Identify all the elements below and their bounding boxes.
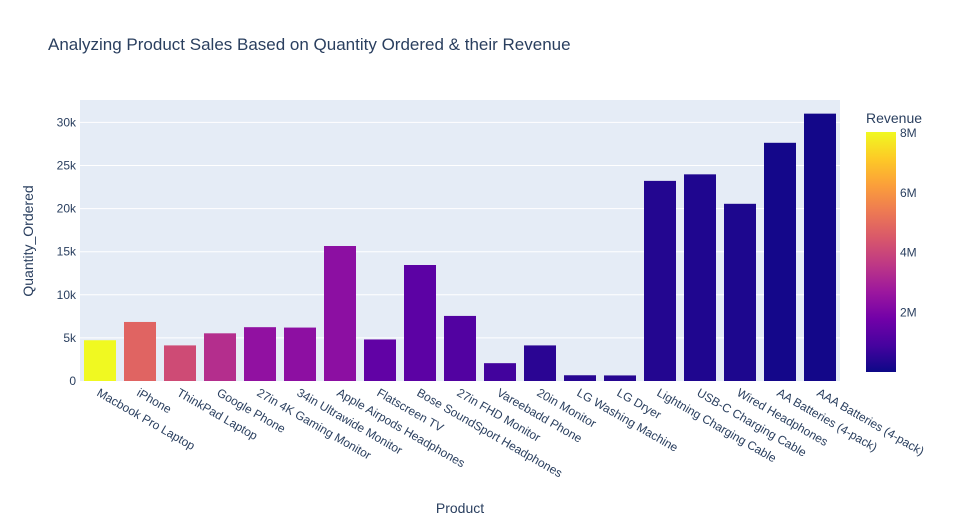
colorbar-tick-label: 2M — [900, 305, 917, 319]
y-tick-label: 20k — [57, 202, 77, 216]
colorbar-tick-label: 8M — [900, 126, 917, 140]
bar[interactable] — [284, 327, 316, 381]
bar[interactable] — [164, 345, 196, 381]
y-tick-label: 25k — [57, 159, 77, 173]
y-tick-label: 10k — [57, 288, 77, 302]
bar[interactable] — [484, 363, 516, 381]
bar[interactable] — [444, 315, 476, 381]
bar[interactable] — [124, 321, 156, 381]
colorbar-ticks: 2M 4M 6M 8M — [900, 126, 917, 319]
bar[interactable] — [204, 333, 236, 381]
colorbar — [866, 132, 896, 372]
y-tick-label: 0 — [69, 374, 76, 388]
bar[interactable] — [764, 142, 796, 381]
bar[interactable] — [724, 203, 756, 381]
colorbar-tick-label: 6M — [900, 186, 917, 200]
bars — [84, 113, 836, 382]
y-tick-label: 5k — [63, 331, 77, 345]
colorbar-title: Revenue — [866, 110, 922, 126]
bar[interactable] — [804, 113, 836, 382]
colorbar-tick-label: 4M — [900, 246, 917, 260]
bar[interactable] — [604, 375, 636, 381]
y-axis-title: Quantity_Ordered — [20, 185, 36, 296]
bar[interactable] — [684, 174, 716, 381]
y-tick-label: 15k — [57, 245, 77, 259]
bar[interactable] — [84, 340, 116, 381]
chart-title: Analyzing Product Sales Based on Quantit… — [48, 35, 571, 54]
bar[interactable] — [324, 246, 356, 381]
bar[interactable] — [644, 180, 676, 381]
bar[interactable] — [244, 327, 276, 381]
bar[interactable] — [564, 375, 596, 381]
bar[interactable] — [524, 345, 556, 381]
y-tick-label: 30k — [57, 115, 77, 129]
x-axis-title: Product — [436, 500, 484, 516]
bar[interactable] — [364, 339, 396, 381]
bar[interactable] — [404, 265, 436, 381]
y-axis-ticks: 0 5k 10k 15k 20k 25k 30k — [57, 115, 77, 388]
